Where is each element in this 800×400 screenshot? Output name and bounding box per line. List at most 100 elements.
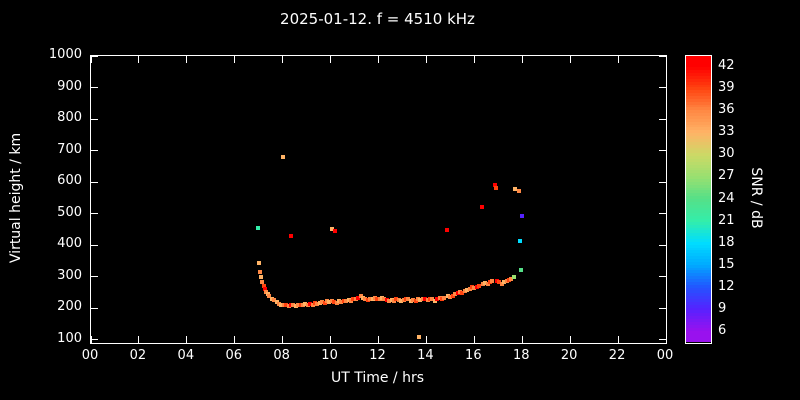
y-tick-label: 200 [57,299,82,315]
colorbar-strip [686,144,711,148]
colorbar-strip [686,293,711,297]
colorbar-strip [686,64,711,68]
data-point [293,303,298,308]
colorbar-strip [686,276,711,280]
data-point [450,293,455,298]
data-point [472,286,477,291]
colorbar-tick-label: 42 [718,58,735,74]
y-tick-mark [659,150,666,152]
data-point [428,296,432,301]
data-point [509,276,514,281]
colorbar-strip [686,70,711,74]
data-point [430,297,435,302]
x-tick-label: 04 [177,348,195,363]
y-tick-label: 400 [57,236,82,252]
y-tick-label: 100 [57,330,82,346]
data-point [277,301,282,306]
colorbar-strip [686,164,711,168]
colorbar-strip [686,78,711,82]
data-point [406,297,411,302]
colorbar-strip [686,133,711,137]
y-tick-mark [659,244,666,246]
data-point [413,298,418,303]
y-tick-mark [91,118,98,120]
data-point [301,303,306,308]
data-point [382,296,387,301]
y-tick-label: 800 [57,110,82,126]
data-point [423,297,428,302]
colorbar-strip [686,316,711,320]
x-tick-mark [378,56,379,63]
colorbar-strip [686,224,711,228]
data-point [329,298,334,303]
colorbar-strip [686,259,711,262]
data-point [439,296,444,301]
data-point [257,270,262,275]
data-point [341,298,346,303]
y-tick-mark [91,55,98,57]
colorbar-strip [686,176,711,179]
x-tick-label: 12 [369,348,386,363]
data-point [353,296,358,301]
colorbar-strip [686,138,711,142]
data-point [313,301,317,306]
colorbar-tick-label: 27 [718,168,735,184]
x-tick-label: 00 [656,348,674,363]
data-point [479,205,484,210]
colorbar-strip [686,284,711,288]
data-point [368,296,373,301]
colorbar-label: SNR / dB [748,167,764,229]
colorbar-strip [686,141,711,145]
data-point [267,294,272,299]
colorbar-strip [686,184,711,188]
x-tick-mark [234,56,236,63]
data-point [517,238,522,243]
colorbar-strip [686,301,711,305]
data-point [259,274,264,279]
data-point [516,188,521,193]
colorbar-strip [686,241,711,245]
y-tick-mark [91,244,98,246]
y-tick-mark [659,181,666,183]
colorbar-strip [686,118,711,122]
colorbar-strip [686,167,711,171]
colorbar-strip [686,227,711,231]
colorbar-strip [686,207,711,211]
data-point [432,298,437,303]
colorbar-strip [686,250,711,254]
x-tick-label: 14 [417,348,434,363]
data-point [404,296,409,301]
colorbar-strip [686,319,711,322]
colorbar-strip [686,210,711,214]
colorbar-strip [686,73,711,77]
data-point [327,300,332,304]
colorbar-strip [686,221,711,225]
data-point [457,289,462,294]
colorbar-strip [686,170,711,174]
x-tick-mark [330,336,332,343]
data-point [401,298,406,303]
colorbar-strip [686,153,711,157]
colorbar-strip [686,336,711,340]
data-point [418,298,423,303]
data-point [375,296,380,301]
data-point [474,284,479,289]
data-point [435,297,440,302]
x-tick-mark [617,56,619,63]
data-point [305,302,310,307]
y-tick-label: 500 [57,204,82,220]
y-tick-mark [91,150,98,152]
data-point [291,302,296,307]
colorbar-strip [686,296,711,300]
colorbar-tick-label: 18 [718,234,735,250]
data-point [460,290,465,295]
colorbar-strip [686,90,711,94]
x-tick-label: 10 [321,348,338,363]
data-point [286,303,291,308]
colorbar-tick-label: 9 [718,300,727,316]
y-tick-mark [659,213,666,215]
colorbar-strip [686,110,711,114]
colorbar-tick-label: 33 [718,124,735,140]
colorbar-strip [686,67,711,71]
data-point [504,279,509,284]
